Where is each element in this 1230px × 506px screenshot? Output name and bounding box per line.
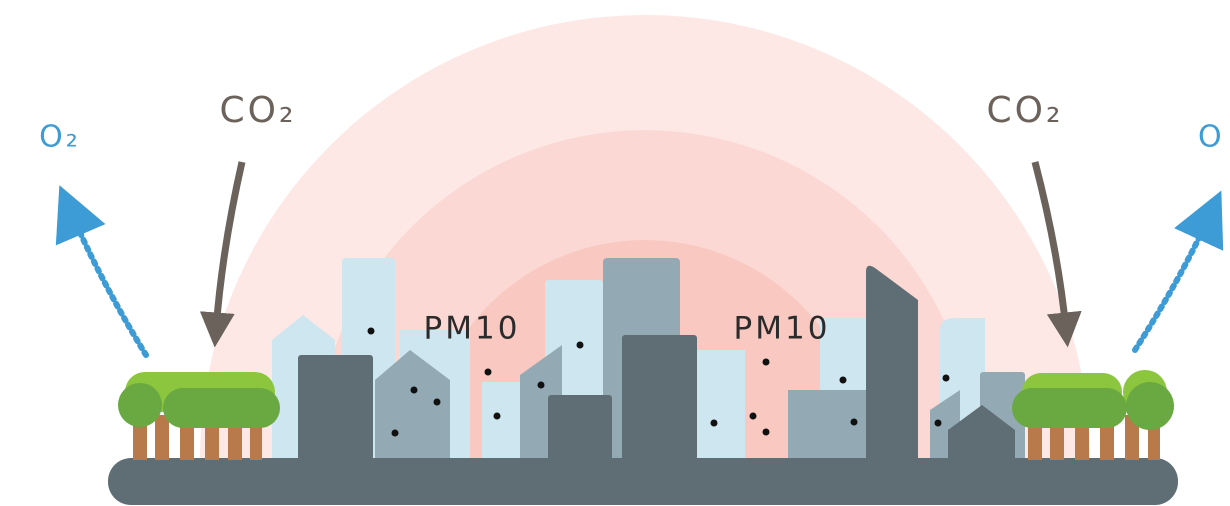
o2-arrow-left [70, 210, 146, 355]
pm10-label: PM10 [734, 311, 831, 347]
o2-label: O [1198, 120, 1225, 155]
illustration: CO₂ CO₂ O₂ O PM10 PM10 [0, 0, 1230, 506]
pm10-label: PM10 [424, 311, 521, 347]
o2-label: O₂ [39, 120, 81, 155]
page: {"labels": {"co2_left": "CO₂", "co2_righ… [0, 0, 1230, 506]
co2-label: CO₂ [987, 90, 1064, 131]
o2-arrow-right [1135, 215, 1210, 350]
ground [108, 458, 1178, 505]
trees-right [1012, 370, 1174, 460]
trees-left [118, 372, 280, 460]
co2-label: CO₂ [220, 90, 297, 131]
